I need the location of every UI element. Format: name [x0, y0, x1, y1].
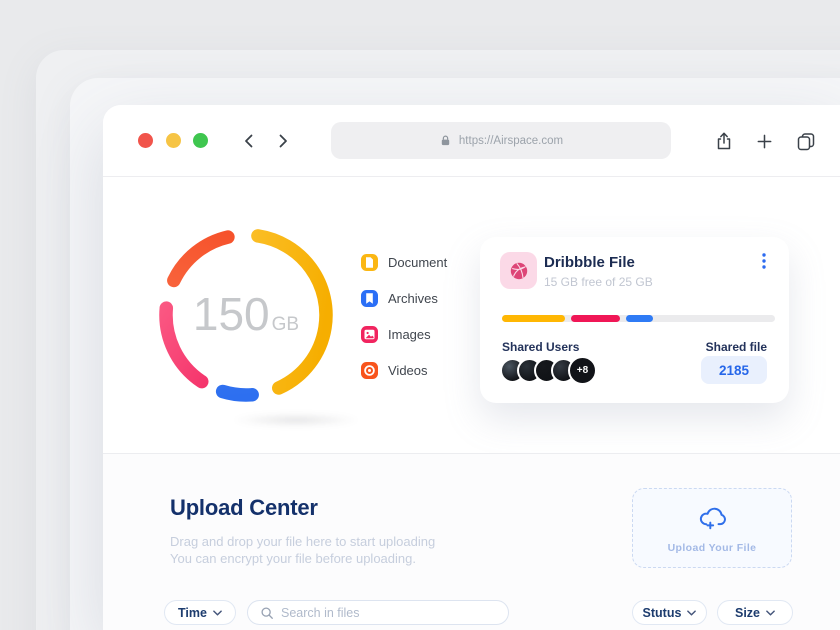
- storage-donut-chart: 150 GB: [146, 215, 346, 415]
- legend-label: Videos: [388, 363, 428, 378]
- chevron-down-icon: [766, 609, 775, 616]
- kebab-menu-icon[interactable]: [757, 251, 771, 271]
- address-bar[interactable]: https://Airspace.com: [331, 122, 671, 159]
- dribbble-icon: [500, 252, 537, 289]
- legend-item-archives: Archives: [361, 290, 447, 307]
- legend-item-document: Document: [361, 254, 447, 271]
- usage-bar-segment: [625, 315, 654, 322]
- storage-legend: Document Archives Images Videos: [361, 254, 447, 379]
- document-icon: [361, 254, 378, 271]
- legend-label: Document: [388, 255, 448, 270]
- chevron-down-icon: [687, 609, 697, 616]
- video-icon: [361, 362, 378, 379]
- image-icon: [361, 326, 378, 343]
- time-filter-label: Time: [178, 605, 207, 620]
- card-subtitle: 15 GB free of 25 GB: [544, 275, 653, 289]
- browser-window: https://Airspace.com 150 GB: [103, 105, 840, 630]
- storage-total-value: 150: [192, 288, 270, 340]
- cloud-upload-icon: [695, 502, 729, 536]
- lock-icon: [439, 134, 452, 147]
- section-divider: [103, 453, 840, 454]
- usage-bar: [502, 315, 775, 322]
- usage-bar-segment: [502, 315, 565, 322]
- new-tab-icon[interactable]: [755, 132, 775, 152]
- search-icon: [260, 606, 274, 620]
- dribbble-file-card: Dribbble File 15 GB free of 25 GB Shared…: [480, 237, 789, 403]
- search-box: [247, 600, 509, 625]
- donut-shadow: [231, 413, 361, 427]
- upload-dropzone[interactable]: Upload Your File: [632, 488, 792, 568]
- legend-item-videos: Videos: [361, 362, 447, 379]
- archive-icon: [361, 290, 378, 307]
- usage-bar-segment: [570, 315, 620, 322]
- shared-file-label: Shared file: [705, 340, 767, 354]
- back-icon[interactable]: [240, 132, 258, 150]
- status-filter-label: Stutus: [642, 605, 682, 620]
- upload-center-section: Upload Center Drag and drop your file he…: [103, 454, 840, 630]
- toolbar-divider: [103, 176, 840, 177]
- legend-label: Archives: [388, 291, 438, 306]
- forward-icon[interactable]: [274, 132, 292, 150]
- donut-segment-document: [159, 228, 333, 402]
- card-title: Dribbble File: [544, 254, 635, 271]
- donut-segment-archives: [159, 228, 333, 402]
- donut-segment-images: [159, 228, 333, 402]
- filter-bar: Time Stutus Size: [103, 600, 840, 625]
- donut-segment-videos: [159, 228, 333, 402]
- share-icon[interactable]: [714, 131, 734, 151]
- minimize-window-button[interactable]: [166, 133, 181, 148]
- storage-total: 150 GB: [146, 215, 346, 415]
- close-window-button[interactable]: [138, 133, 153, 148]
- size-filter-label: Size: [734, 605, 760, 620]
- shared-file-count-badge[interactable]: 2185: [701, 356, 767, 384]
- time-filter-dropdown[interactable]: Time: [164, 600, 236, 625]
- url-text: https://Airspace.com: [458, 134, 564, 147]
- legend-item-images: Images: [361, 326, 447, 343]
- upload-description-line1: Drag and drop your file here to start up…: [170, 534, 436, 549]
- shared-users-label: Shared Users: [502, 340, 580, 354]
- size-filter-dropdown[interactable]: Size: [717, 600, 793, 625]
- status-filter-dropdown[interactable]: Stutus: [632, 600, 707, 625]
- maximize-window-button[interactable]: [193, 133, 208, 148]
- legend-label: Images: [388, 327, 431, 342]
- upload-center-heading: Upload Center: [170, 495, 318, 520]
- tabs-icon[interactable]: [796, 131, 816, 151]
- extra-users-badge[interactable]: +8: [568, 356, 597, 385]
- upload-center-description: Drag and drop your file here to start up…: [170, 533, 435, 567]
- chevron-down-icon: [213, 609, 222, 616]
- upload-button-label: Upload Your File: [667, 542, 757, 554]
- browser-toolbar: https://Airspace.com: [103, 105, 840, 176]
- search-input[interactable]: [281, 605, 496, 620]
- storage-total-unit: GB: [271, 314, 300, 335]
- upload-description-line2: You can encrypt your file before uploadi…: [170, 551, 416, 566]
